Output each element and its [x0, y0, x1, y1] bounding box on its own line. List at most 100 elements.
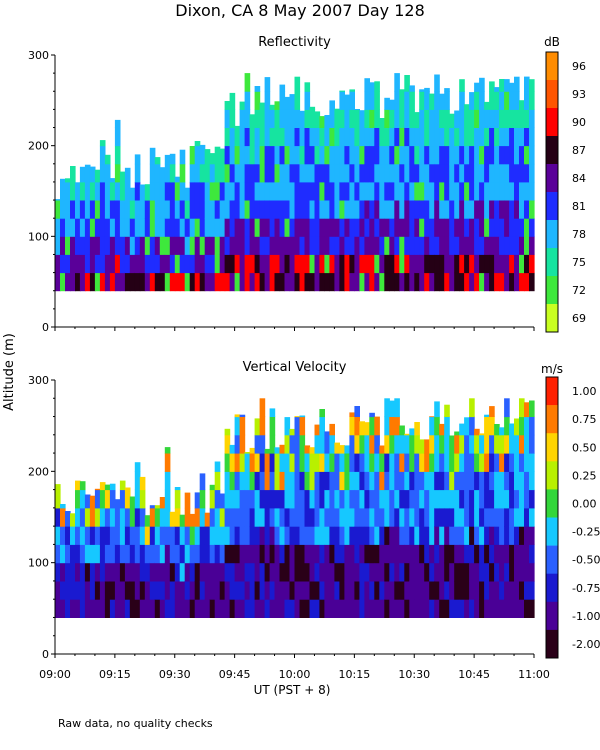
heatmap-cell	[99, 140, 106, 147]
heatmap-cell	[304, 200, 311, 219]
heatmap-cell	[509, 181, 515, 201]
heatmap-cell	[184, 562, 191, 582]
heatmap-cell	[204, 254, 211, 274]
heatmap-cell	[264, 77, 271, 92]
heatmap-cell	[404, 109, 410, 128]
heatmap-cell	[154, 599, 161, 618]
heatmap-cell	[514, 127, 520, 147]
heatmap-cell	[259, 599, 266, 618]
heatmap-cell	[344, 109, 350, 128]
heatmap-cell	[314, 453, 321, 472]
heatmap-cell	[244, 272, 251, 292]
heatmap-cell	[65, 562, 71, 582]
heatmap-cell	[399, 580, 405, 600]
heatmap-cell	[489, 580, 495, 600]
heatmap-cell	[179, 514, 186, 527]
colorbar-swatch	[546, 461, 558, 490]
heatmap-cell	[304, 163, 311, 183]
colorbar-label: 90	[572, 116, 586, 129]
heatmap-cell	[294, 562, 301, 582]
heatmap-cell	[94, 562, 101, 582]
heatmap-cell	[274, 101, 281, 110]
heatmap-cell	[209, 507, 216, 527]
heatmap-cell	[224, 507, 231, 527]
heatmap-cell	[474, 507, 480, 527]
heatmap-cell	[319, 507, 325, 527]
heatmap-cell	[169, 200, 176, 219]
heatmap-cell	[439, 544, 445, 564]
heatmap-cell	[274, 236, 281, 255]
heatmap-cell	[264, 145, 271, 165]
heatmap-cell	[479, 181, 485, 201]
heatmap-cell	[104, 154, 111, 165]
heatmap-cell	[129, 254, 136, 274]
heatmap-cell	[339, 218, 345, 237]
heatmap-cell	[499, 272, 505, 292]
heatmap-cell	[359, 110, 365, 128]
heatmap-cell	[159, 272, 166, 292]
heatmap-cell	[60, 599, 66, 618]
heatmap-cell	[134, 154, 141, 165]
heatmap-cell	[70, 200, 76, 219]
heatmap-cell	[384, 562, 390, 582]
heatmap-cell	[454, 163, 460, 183]
heatmap-cell	[149, 181, 156, 201]
heatmap-cell	[79, 181, 86, 201]
heatmap-cell	[124, 218, 131, 237]
heatmap-cell	[254, 272, 261, 292]
heatmap-cell	[519, 109, 525, 128]
heatmap-cell	[119, 480, 126, 491]
heatmap-cell	[509, 434, 515, 454]
heatmap-cell	[519, 434, 525, 454]
heatmap-cell	[484, 101, 490, 110]
colorbar-label: 93	[572, 88, 586, 101]
heatmap-cell	[304, 145, 311, 165]
heatmap-cell	[234, 414, 241, 418]
heatmap-cell	[179, 181, 186, 201]
heatmap-cell	[379, 599, 385, 618]
heatmap-cell	[399, 163, 405, 183]
heatmap-cell	[124, 200, 131, 219]
heatmap-cell	[104, 272, 111, 292]
heatmap-cell	[484, 145, 490, 165]
heatmap-cell	[264, 562, 271, 582]
heatmap-cell	[434, 489, 440, 509]
heatmap-cell	[274, 471, 281, 491]
heatmap-cell	[109, 483, 116, 491]
heatmap-cell	[354, 526, 360, 545]
heatmap-cell	[429, 272, 435, 292]
heatmap-cell	[79, 544, 86, 564]
heatmap-cell	[364, 181, 370, 201]
heatmap-cell	[309, 526, 316, 545]
heatmap-cell	[219, 236, 226, 255]
heatmap-cell	[104, 181, 111, 201]
heatmap-cell	[244, 526, 251, 545]
heatmap-cell	[464, 599, 470, 618]
heatmap-cell	[459, 599, 465, 618]
heatmap-cell	[189, 526, 196, 545]
heatmap-cell	[414, 471, 420, 491]
heatmap-cell	[499, 507, 505, 527]
heatmap-cell	[344, 580, 350, 600]
colorbar-swatch	[546, 220, 558, 249]
heatmap-cell	[299, 272, 306, 292]
heatmap-cell	[249, 163, 256, 183]
heatmap-cell	[429, 453, 435, 472]
heatmap-cell	[294, 109, 301, 128]
heatmap-cell	[224, 599, 231, 618]
heatmap-cell	[394, 453, 400, 472]
heatmap-cell	[514, 526, 520, 545]
heatmap-cell	[279, 507, 286, 527]
heatmap-cell	[334, 526, 340, 545]
heatmap-cell	[354, 544, 360, 564]
heatmap-cell	[339, 254, 345, 274]
heatmap-cell	[394, 272, 400, 292]
heatmap-cell	[374, 91, 380, 110]
heatmap-cell	[379, 254, 385, 274]
heatmap-cell	[424, 580, 430, 600]
heatmap-cell	[339, 526, 345, 545]
heatmap-cell	[279, 127, 286, 147]
heatmap-cell	[224, 218, 231, 237]
heatmap-cell	[439, 423, 445, 436]
colorbar-label: 0.00	[572, 497, 597, 510]
